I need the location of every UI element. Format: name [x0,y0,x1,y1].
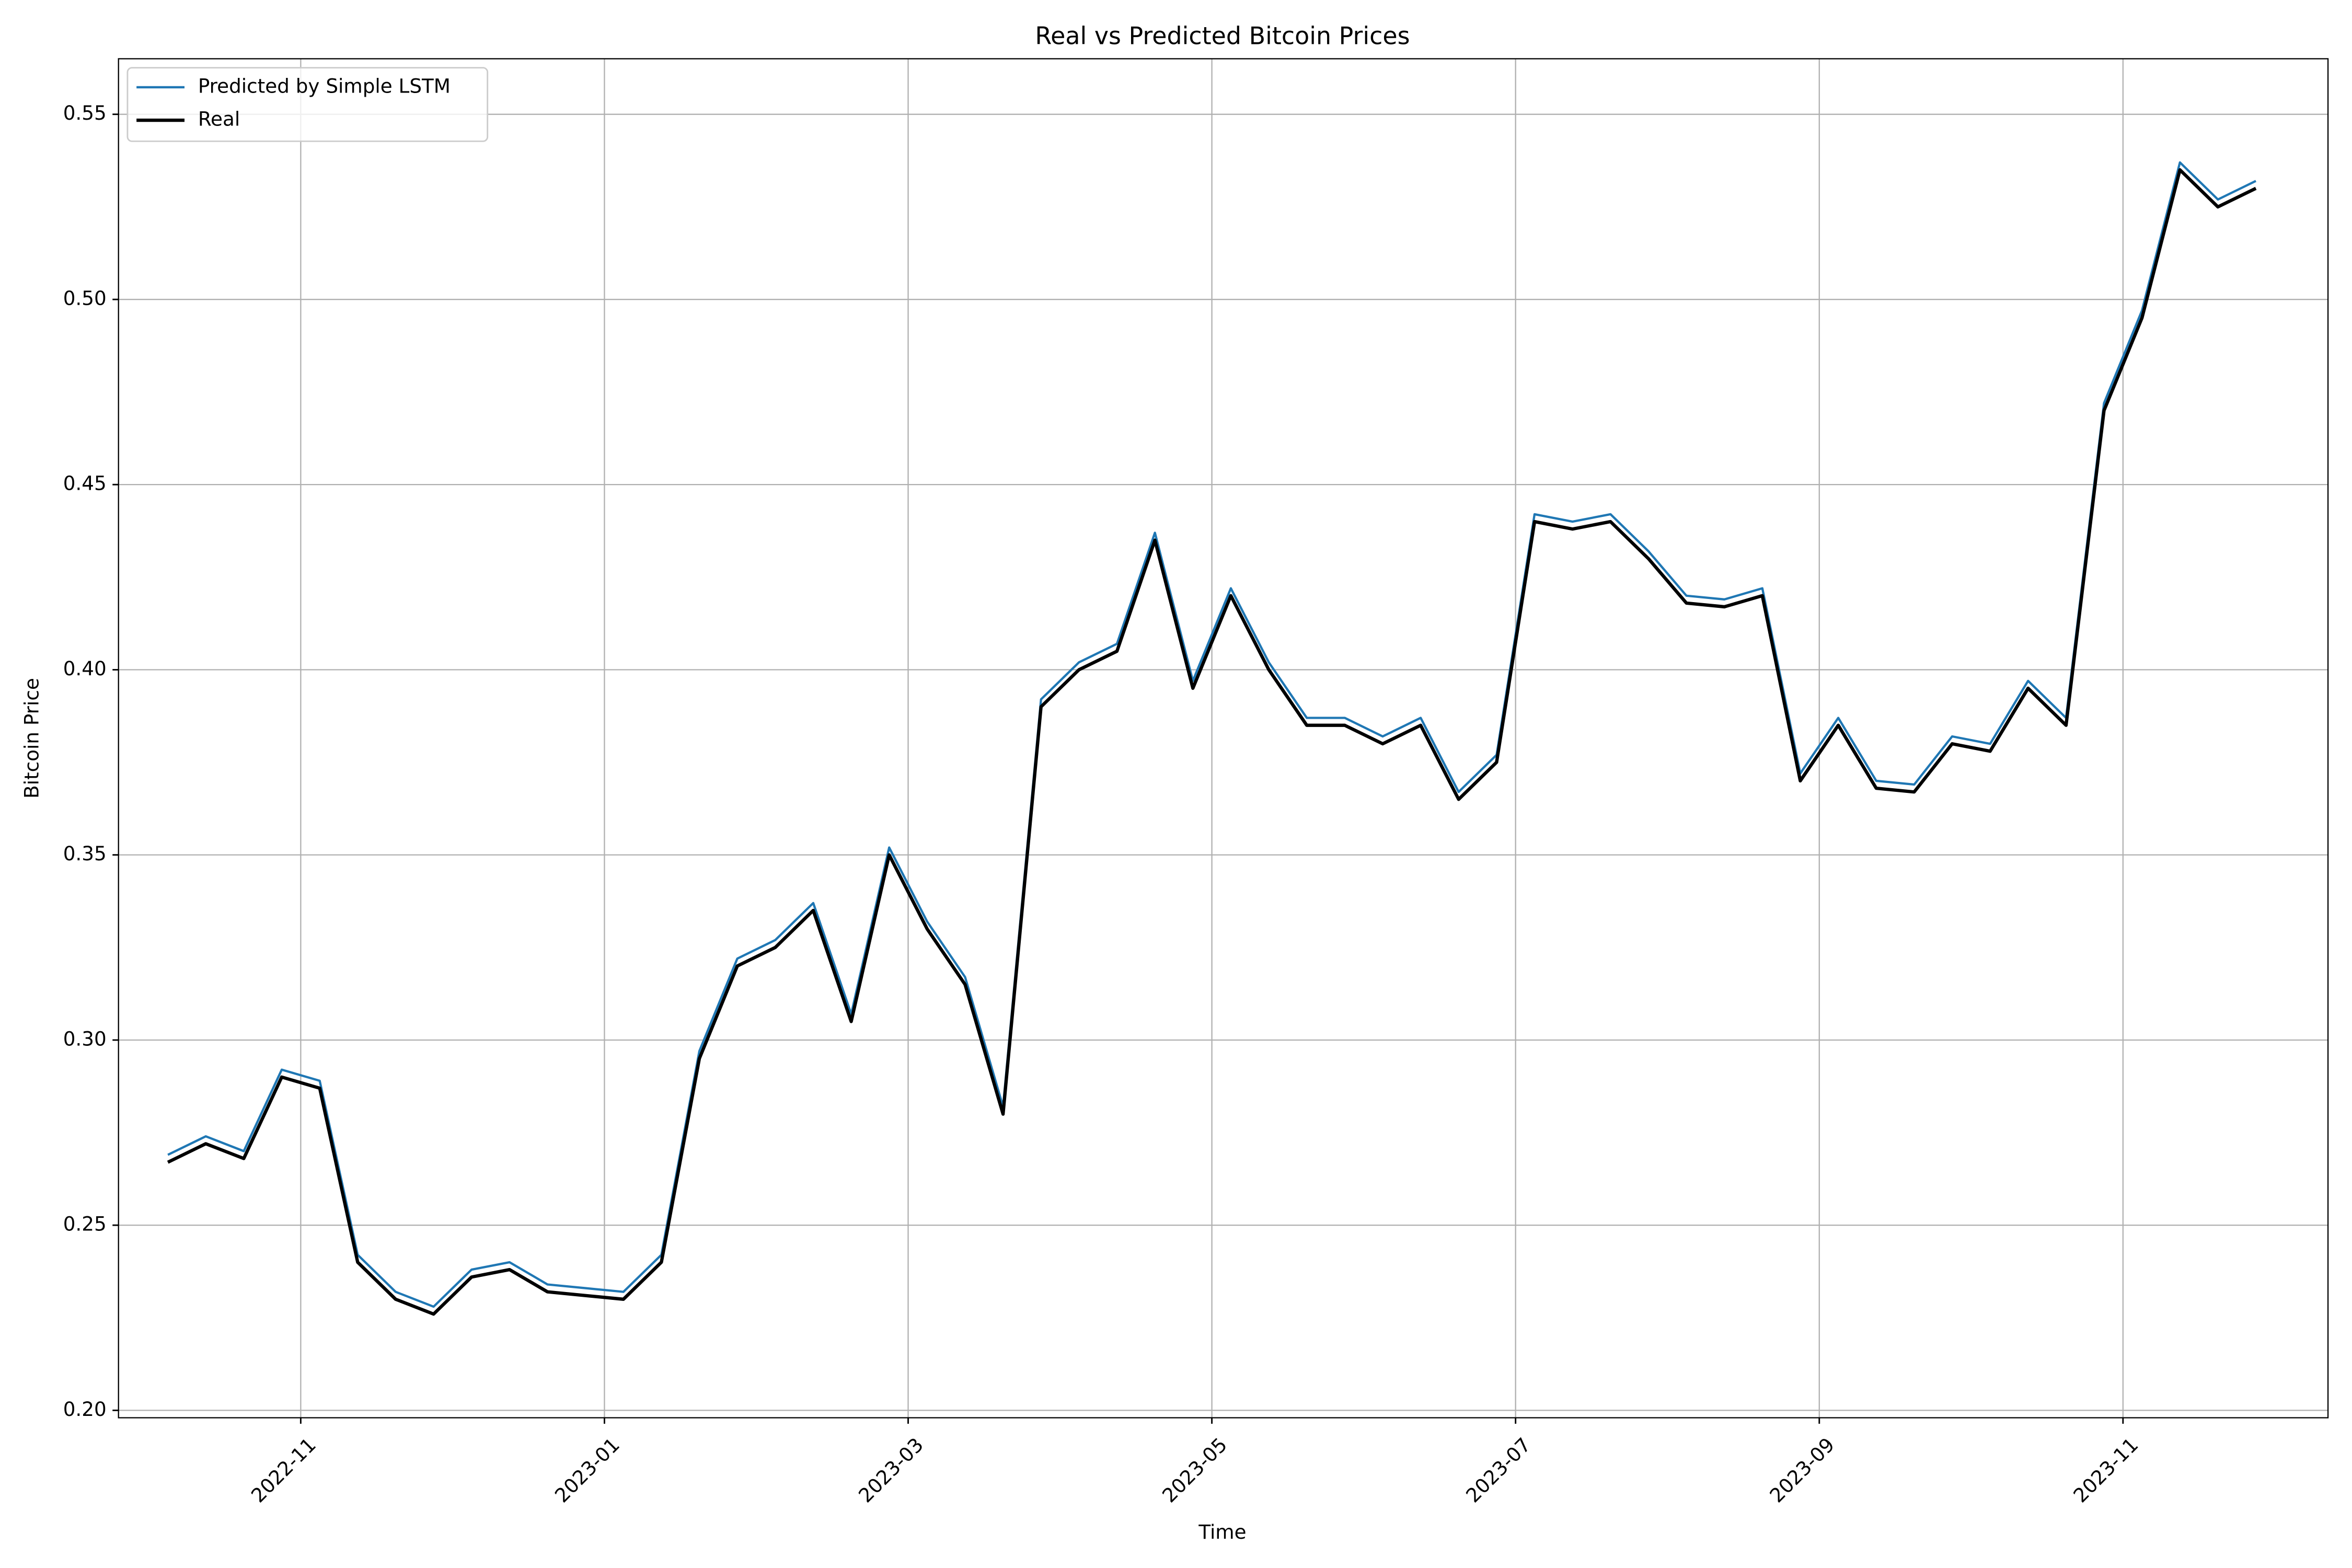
series-line [167,168,2257,1316]
x-tick-label: 2023-01 [550,1433,624,1507]
y-tick-label: 0.45 [63,472,107,495]
legend-label: Predicted by Simple LSTM [198,74,451,97]
x-tick-label: 2023-05 [1158,1433,1231,1507]
plot-frame [118,58,2329,1419]
y-tick-label: 0.50 [63,286,107,309]
y-tick-label: 0.30 [63,1027,107,1050]
legend-label: Real [198,108,240,131]
x-axis-label: Time [1198,1520,1246,1543]
chart-title: Real vs Predicted Bitcoin Prices [1035,22,1410,50]
series-line [167,161,2257,1308]
y-tick-label: 0.35 [63,842,107,865]
x-tick-label: 2023-03 [854,1433,928,1507]
x-tick-label: 2023-07 [1461,1433,1535,1507]
y-tick-label: 0.25 [63,1213,107,1236]
legend: Predicted by Simple LSTM Real [126,67,489,142]
y-tick-label: 0.55 [63,101,107,124]
legend-box [126,67,489,142]
y-tick-label: 0.40 [63,657,107,680]
x-tick-label: 2023-09 [1765,1433,1839,1507]
y-tick-label: 0.20 [63,1398,107,1421]
x-tick-label: 2023-11 [2069,1433,2142,1507]
y-axis-label: Bitcoin Price [20,678,43,799]
x-tick-label: 2022-11 [247,1433,320,1507]
